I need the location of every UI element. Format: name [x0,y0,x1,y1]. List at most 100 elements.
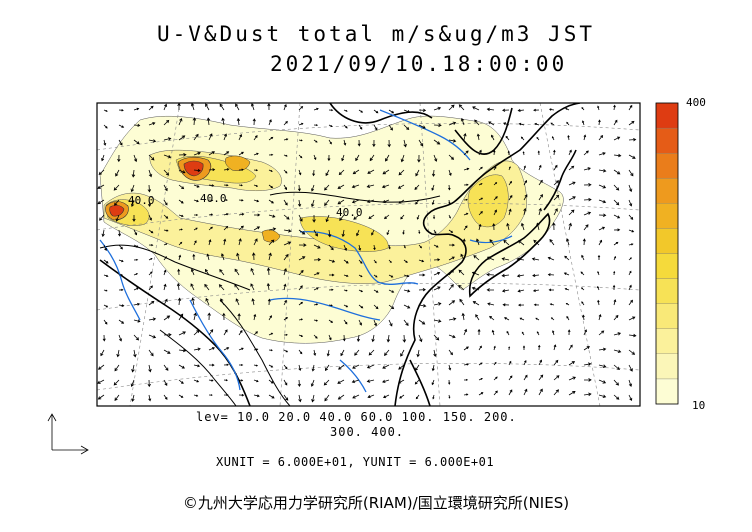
wind-arrow [132,215,136,222]
wind-arrow [613,104,616,111]
wind-arrow [103,304,109,308]
wind-arrow [193,184,200,188]
wind-arrow [418,108,427,112]
wind-arrow [520,136,525,141]
wind-arrow [486,272,495,277]
wind-arrow [628,229,635,233]
wind-arrow [368,214,375,220]
wind-arrow [523,388,528,396]
wind-arrow [178,214,184,218]
wind-arrow [341,154,345,162]
wind-arrow [130,379,135,388]
wind-arrow [298,229,306,235]
wind-arrow [628,284,632,291]
wind-arrow [613,364,621,371]
wind-arrow [516,257,525,262]
wind-arrow [598,347,607,352]
wind-arrow [531,257,540,261]
wind-arrow [238,134,243,141]
wind-arrow [133,244,139,248]
wind-arrow [458,269,465,276]
wind-arrow [148,317,157,321]
wind-arrow [518,303,525,307]
wind-arrow [493,182,498,186]
wind-arrow [475,314,480,321]
wind-arrow [583,362,592,366]
wind-arrow [313,244,321,249]
wind-arrow [536,136,540,141]
wind-arrow [352,364,360,369]
wind-arrow [234,283,240,291]
wind-arrow [538,194,543,201]
wind-arrow [489,239,495,246]
wind-arrow [103,274,109,277]
wind-arrow [493,166,497,171]
wind-arrow [352,169,360,175]
wind-arrow [148,364,152,373]
wind-arrow [418,124,426,129]
wind-arrow [398,169,405,176]
wind-arrow [532,289,540,293]
wind-arrow [521,331,525,336]
wind-arrow [253,213,261,217]
wind-arrow [354,349,360,356]
wind-arrow [474,119,480,126]
wind-arrow [133,107,140,111]
wind-arrow [358,244,362,251]
wind-arrow [418,139,424,147]
wind-arrow [431,199,435,206]
wind-arrow [628,379,633,387]
wind-arrow [549,303,555,306]
wind-arrow [163,229,169,232]
wind-arrow [343,124,348,129]
wind-arrow [298,334,304,337]
wind-arrow [313,334,318,339]
wind-arrow [534,122,540,126]
wind-arrow [565,107,570,111]
wind-arrow [415,169,420,177]
colorbar-segment [655,353,679,380]
wind-arrow [148,122,156,126]
wind-arrow [97,199,105,205]
wind-arrow [583,183,592,187]
wind-arrow [580,271,585,276]
wind-arrow [550,122,555,126]
wind-arrow [400,154,405,163]
wind-arrow [268,153,274,156]
wind-arrow [238,168,244,171]
colorbar-segment [655,153,679,179]
wind-arrow [313,272,320,276]
wind-arrow [368,349,375,356]
wind-arrow [238,379,244,382]
wind-arrow [517,289,525,293]
wind-arrow [432,214,436,220]
wind-arrow [311,199,315,208]
colorbar-min-label: 10 [692,399,706,412]
wind-arrow [373,124,378,131]
wind-arrow [433,139,441,145]
wind-arrow [387,139,391,148]
wind-arrow [206,117,211,126]
wind-arrow [323,379,330,386]
wind-arrow [598,184,607,189]
wind-arrow [523,165,526,171]
wind-arrow [522,345,526,350]
wind-arrow [223,168,230,171]
wind-arrow [298,139,303,142]
wind-arrow [118,109,124,112]
wind-arrow [208,226,213,231]
wind-arrow [239,363,244,367]
wind-arrow [505,135,510,141]
wind-arrow [118,288,124,292]
wind-arrow [373,244,376,251]
wind-arrow [373,289,379,293]
wind-arrow [597,271,600,276]
wind-arrow [503,122,510,126]
wind-arrow [581,287,585,291]
wind-arrow [115,214,120,222]
wind-arrow [238,184,243,187]
wind-arrow [298,214,303,222]
wind-arrow [433,244,439,248]
wind-arrow [117,229,122,237]
wind-arrow [568,165,575,171]
